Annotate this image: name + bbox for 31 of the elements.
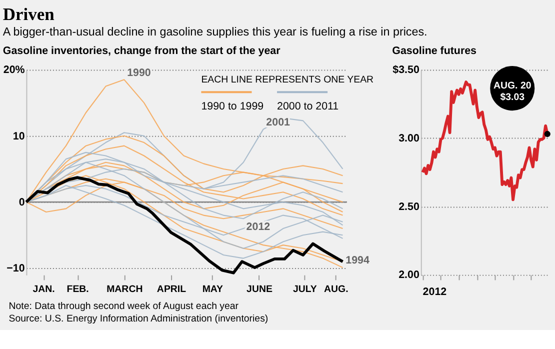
annotation: 2012 xyxy=(246,220,270,233)
y-tick-label: 3.00 xyxy=(398,132,420,145)
y-tick-label: 20% xyxy=(3,64,26,76)
chart-title: Driven xyxy=(2,4,55,24)
y-axis-title: Gasoline futures xyxy=(392,45,477,58)
x-tick-label: APRIL xyxy=(156,284,186,295)
x-tick-label: MAY xyxy=(202,284,224,295)
x-tick-label: FEB. xyxy=(66,284,90,295)
annotation: 2001 xyxy=(266,116,290,128)
x-tick-label: MARCH xyxy=(106,284,143,295)
y-tick-label: 2.50 xyxy=(398,200,420,213)
source-note: Source: U.S. Energy Information Administration (inventories) xyxy=(8,313,268,324)
annotation: 2000 to 2011 xyxy=(277,100,339,113)
annotation: 1994 xyxy=(346,254,370,267)
x-tick-label: JAN. xyxy=(32,284,56,295)
y-tick-label: 0 xyxy=(18,196,25,208)
y-tick-label: 10 xyxy=(12,130,25,142)
legend-title: EACH LINE REPRESENTS ONE YEAR xyxy=(201,74,374,86)
x-tick-label: JULY xyxy=(292,284,318,295)
annotation: AUG. 20 $3.03 xyxy=(493,80,532,103)
chart-subtitle: A bigger-than-usual decline in gasoline supplies this year is fueling a rise in prices. xyxy=(2,26,428,39)
y-tick-label: −10 xyxy=(6,262,25,275)
y-tick-label: 2.00 xyxy=(398,269,420,282)
x-tick-label: AUG. xyxy=(324,284,349,295)
annotation: 1990 to 1999 xyxy=(201,100,264,113)
text: Note: Data through second week of August each year xyxy=(8,300,240,312)
text: 2012 xyxy=(422,286,447,298)
annotation: 1990 xyxy=(127,66,151,79)
y-axis-title: Gasoline inventories, change from the start of the year xyxy=(2,45,280,58)
y-tick-label: $3.50 xyxy=(392,64,420,76)
x-tick-label: JUNE xyxy=(246,284,273,295)
